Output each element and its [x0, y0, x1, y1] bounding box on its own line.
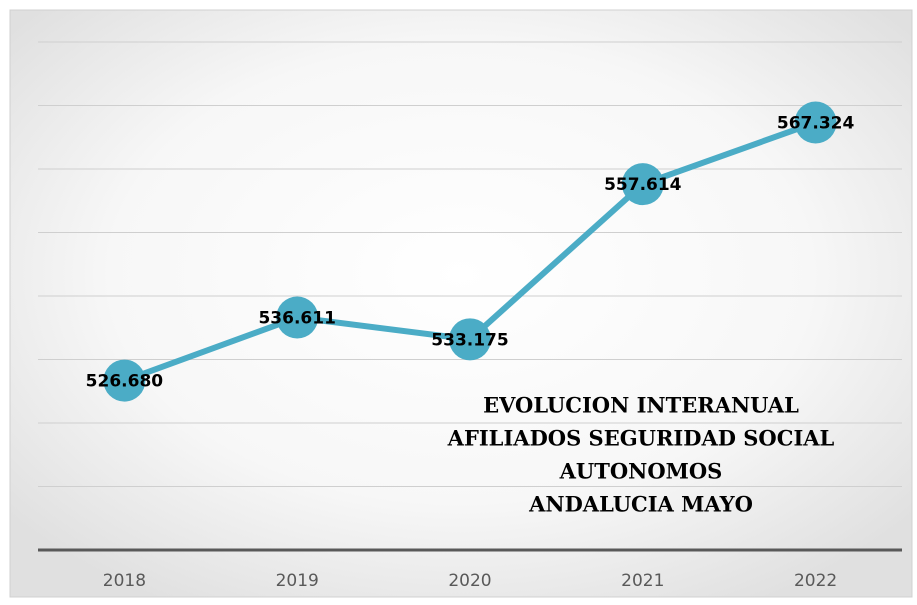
chart-title: EVOLUCION INTERANUAL — [483, 393, 799, 418]
marker — [276, 296, 319, 339]
chart-frame — [9, 9, 913, 598]
marker — [103, 359, 146, 402]
data-label: 526.680 — [86, 372, 164, 392]
x-tick-label: 2018 — [103, 571, 146, 591]
chart-title: ANDALUCIA MAYO — [528, 492, 753, 517]
x-tick-label: 2022 — [794, 571, 837, 591]
data-label: 567.324 — [777, 113, 855, 133]
chart-title: AFILIADOS SEGURIDAD SOCIAL — [447, 426, 835, 451]
data-label: 536.611 — [258, 309, 335, 329]
marker — [449, 318, 491, 361]
x-tick-label: 2019 — [276, 571, 319, 591]
data-label: 533.175 — [431, 330, 508, 350]
marker — [794, 101, 837, 144]
data-label: 557.614 — [604, 175, 682, 195]
marker — [621, 163, 664, 206]
chart-title: AUTONOMOS — [559, 459, 723, 484]
x-tick-label: 2021 — [621, 571, 664, 591]
x-tick-label: 2020 — [448, 571, 491, 591]
